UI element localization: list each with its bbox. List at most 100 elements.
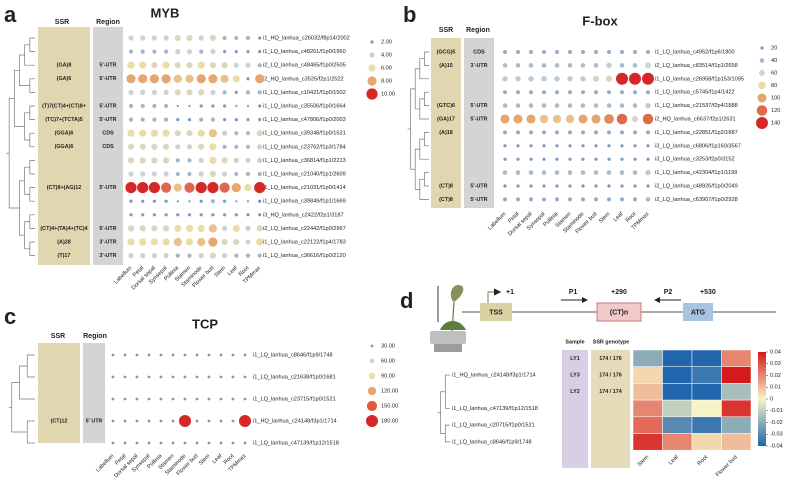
expression-dot <box>164 213 168 217</box>
ssr-band <box>38 343 80 443</box>
expression-dot <box>555 144 559 148</box>
expression-dot <box>231 183 241 193</box>
expression-dot <box>127 129 135 137</box>
expression-dot <box>542 130 546 135</box>
legend-label: 20 <box>771 45 777 51</box>
expression-dot <box>209 170 216 178</box>
expression-dot <box>127 238 135 246</box>
ssr-region: 3'-UTR <box>99 239 116 245</box>
expression-dot <box>152 103 157 109</box>
expression-dot <box>163 157 170 164</box>
ssr-region: 5'-UTR <box>470 116 487 122</box>
dendrogram-branch <box>8 98 20 209</box>
expression-dot <box>631 115 639 123</box>
expression-dot <box>198 253 204 259</box>
expression-dot <box>127 225 135 232</box>
expression-dot <box>605 75 613 82</box>
expression-dot <box>140 49 145 54</box>
expression-dot <box>234 90 238 94</box>
expression-dot <box>580 103 586 108</box>
expression-dot <box>173 237 182 247</box>
expression-dot <box>633 50 637 54</box>
expression-dot <box>197 129 205 137</box>
expression-dot <box>187 118 192 122</box>
expression-dot <box>221 157 228 164</box>
expression-dot <box>606 103 612 108</box>
expression-dot <box>542 197 546 202</box>
tss-label: TSS <box>489 309 503 316</box>
expression-dot <box>125 182 137 194</box>
expression-dot <box>231 419 235 423</box>
ssr-motif: (TC)7+(TCTA)5 <box>45 117 82 123</box>
expression-dot <box>515 63 521 68</box>
expression-dot <box>255 74 265 84</box>
row-label: i1_LQ_lanhua_c36616/f1p0/2120 <box>263 253 346 259</box>
expression-dot <box>645 102 651 109</box>
legend-dot <box>369 52 375 58</box>
expression-dot <box>111 353 115 357</box>
expression-dot <box>207 419 211 423</box>
expression-dot <box>174 34 181 42</box>
row-label: i2_LQ_lanhua_c48465/f1p0/2505 <box>263 63 346 69</box>
expression-dot <box>235 200 238 203</box>
expression-dot <box>111 375 115 379</box>
expression-dot <box>208 237 218 247</box>
expression-dot <box>233 238 240 246</box>
dendrogram-branch <box>24 44 35 66</box>
expression-dot <box>161 182 172 193</box>
expression-dot <box>554 76 560 82</box>
expression-dot <box>123 419 127 423</box>
expression-dot <box>187 253 192 258</box>
expression-dot <box>555 50 559 54</box>
expression-dot <box>223 50 227 54</box>
expression-dot <box>135 397 139 401</box>
expression-dot <box>127 157 135 164</box>
expression-dot <box>258 199 262 203</box>
expression-dot <box>552 114 562 124</box>
expression-dot <box>645 197 651 202</box>
heatmap-cell <box>662 416 693 434</box>
dendrogram-branch <box>29 105 35 120</box>
row-label: i2_LQ_lanhua_c63907/f1p0/2928 <box>655 197 738 203</box>
expression-dot <box>581 184 585 188</box>
expression-dot <box>209 143 217 151</box>
expression-dot <box>147 353 151 357</box>
legend-dot <box>369 358 375 364</box>
expression-dot <box>502 76 508 82</box>
legend-label: 100 <box>771 95 780 101</box>
expression-dot <box>592 75 600 82</box>
legend-label: 2.00 <box>381 39 392 45</box>
expression-dot <box>243 353 247 357</box>
expression-dot <box>175 171 180 177</box>
expression-dot <box>554 170 560 175</box>
colorbar-label: 0 <box>770 396 773 402</box>
legend-label: 8.00 <box>381 78 392 84</box>
expression-dot <box>581 130 585 135</box>
sample-genotype: 174 / 174 <box>599 389 621 395</box>
expression-dot <box>620 50 624 54</box>
expression-dot <box>162 129 170 137</box>
expression-dot <box>222 253 228 259</box>
expression-dot <box>516 197 520 202</box>
expression-dot <box>503 157 507 161</box>
expression-dot <box>529 157 533 161</box>
expression-dot <box>219 397 223 401</box>
legend-dot <box>756 105 768 116</box>
expression-dot <box>135 441 139 445</box>
column-label: Leaf <box>227 265 239 277</box>
expression-dot <box>151 225 158 232</box>
expression-dot <box>183 375 187 379</box>
expression-dot <box>221 62 228 69</box>
expression-dot <box>633 184 637 188</box>
expression-dot <box>555 90 559 95</box>
heatmap-cell <box>691 366 722 384</box>
expression-dot <box>127 143 135 150</box>
expression-dot <box>129 213 133 217</box>
expression-dot <box>594 197 598 202</box>
expression-dot <box>239 415 251 427</box>
expression-dot <box>149 74 159 84</box>
expression-dot <box>175 144 181 150</box>
ssr-region: 5'-UTR <box>99 63 116 69</box>
expression-dot <box>257 90 262 95</box>
heatmap-cell <box>691 349 722 367</box>
